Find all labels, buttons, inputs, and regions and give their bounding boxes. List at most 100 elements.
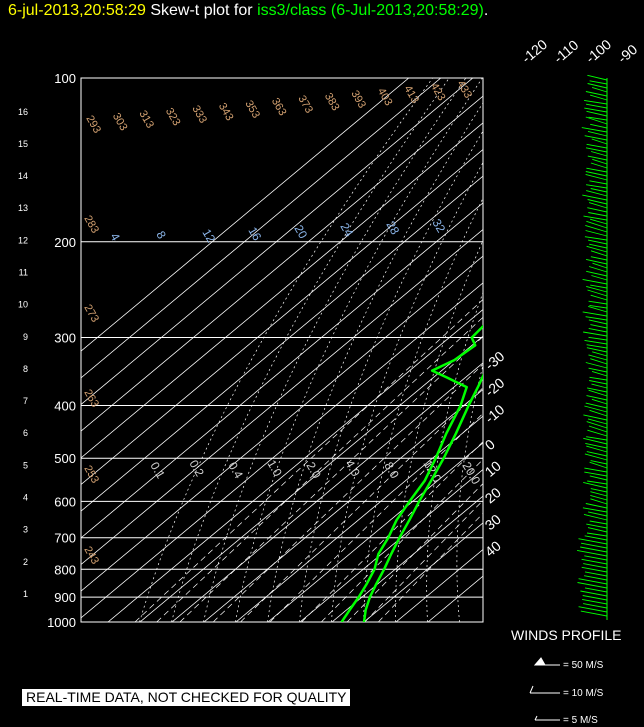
dry-adiabat-label: 413 <box>401 84 421 106</box>
wind-barb <box>589 80 608 85</box>
wind-barb <box>589 180 608 185</box>
wind-barb <box>587 130 608 137</box>
wind-barb <box>592 262 608 269</box>
title-station-time: (6-Jul-2013,20:58:29) <box>330 2 484 19</box>
wind-barb <box>585 442 608 449</box>
dry-adiabat-label: 323 <box>163 106 183 128</box>
wind-barb <box>582 595 608 601</box>
isotherm-line <box>81 202 483 539</box>
plot-frame <box>80 77 484 623</box>
isotherm-label-right: -30 <box>482 348 508 373</box>
wind-barb <box>592 351 608 357</box>
wind-barb <box>587 429 608 437</box>
dry-adiabat-label: 293 <box>83 114 103 136</box>
wind-barb <box>584 575 608 581</box>
wind-barb <box>584 236 608 241</box>
dry-adiabat-label: 343 <box>216 101 236 123</box>
title-station: iss3/class <box>257 2 327 19</box>
wind-barb <box>587 418 608 425</box>
wind-barb <box>587 480 608 485</box>
dry-adiabat-label: 403 <box>375 86 395 108</box>
dry-adiabat-label: 433 <box>454 79 474 101</box>
dry-adiabat-label: 283 <box>81 214 101 236</box>
isobar-label: 100 <box>54 71 76 86</box>
wind-barb <box>589 475 608 481</box>
height-label: 1 <box>23 589 28 599</box>
mixing-ratio-label: 1.0 <box>264 458 285 480</box>
isotherm-line <box>81 122 483 459</box>
isotherm-line <box>235 415 483 622</box>
isotherm-line <box>203 388 483 622</box>
dry-adiabat-line <box>456 363 483 622</box>
wind-barb <box>582 311 608 317</box>
wind-barb <box>587 83 608 89</box>
wind-barb <box>588 354 608 361</box>
wind-barb <box>583 437 608 445</box>
mixing-ratio-label: 20.0 <box>459 460 483 488</box>
wind-barb <box>586 190 608 197</box>
legend-label-10: = 10 M/S <box>563 688 604 699</box>
height-label: 8 <box>23 364 28 374</box>
wind-barb <box>590 162 608 169</box>
dry-adiabat-line <box>515 78 632 622</box>
height-label: 10 <box>18 300 28 310</box>
wind-barb <box>583 481 608 489</box>
height-label: 5 <box>23 460 28 470</box>
wind-barb <box>587 207 608 213</box>
wind-barb <box>590 491 608 497</box>
wind-barb <box>592 158 608 165</box>
wind-barb <box>590 294 608 301</box>
wind-barb <box>588 336 608 341</box>
wind-barb <box>581 558 608 565</box>
dry-adiabats <box>139 78 632 622</box>
mixing-ratio-label: 4.0 <box>342 458 363 480</box>
wind-barb <box>587 527 608 533</box>
dry-adiabat-line <box>267 102 483 622</box>
isotherm-label-top: -90 <box>614 41 640 66</box>
wind-barb <box>590 358 608 365</box>
wind-barb <box>586 258 608 265</box>
isotherm-line <box>81 282 483 619</box>
wind-barb <box>590 498 608 505</box>
wind-barb <box>584 535 608 541</box>
wind-barb <box>585 91 608 97</box>
legend-barb-5 <box>534 715 560 721</box>
isotherm-line <box>81 148 483 486</box>
wind-barb <box>586 110 608 117</box>
chart-title: 6-jul-2013,20:58:29 Skew-t plot for iss3… <box>8 2 488 20</box>
wind-barb <box>588 300 608 305</box>
isotherm-line <box>81 78 410 352</box>
wind-barb <box>583 331 608 337</box>
mixing-ratio-label: 32 <box>429 217 448 236</box>
wind-barb <box>588 425 608 433</box>
wind-barb <box>585 230 608 237</box>
dry-adiabat-label: 303 <box>110 111 130 133</box>
wind-barb <box>586 270 608 277</box>
height-label: 12 <box>18 235 28 245</box>
wind-barb <box>581 127 608 133</box>
wind-barb <box>588 202 608 209</box>
dry-adiabat-line <box>426 291 483 622</box>
isobar-label: 200 <box>54 235 76 250</box>
mixing-ratio-line <box>134 299 483 622</box>
wind-barb <box>587 289 608 297</box>
isotherm-line <box>171 362 483 622</box>
dry-adiabat-label: 363 <box>269 96 289 118</box>
wind-barb <box>585 116 608 125</box>
isotherm-line <box>427 575 483 622</box>
wind-barb <box>584 555 608 561</box>
mixing-ratio-label: 0.1 <box>147 460 168 482</box>
height-label: 11 <box>19 268 28 278</box>
isobar-label: 400 <box>54 399 76 414</box>
wind-barb <box>588 367 608 373</box>
wind-barb <box>590 256 608 261</box>
wind-barb <box>577 549 608 557</box>
mixing-ratio-labels: 4 8 12 16 20 24 28 320.1 0.2 0.4 1.0 2.0 4.0 8.0 12.0 2… <box>107 217 483 488</box>
wind-barb <box>583 563 608 569</box>
wind-barb <box>585 503 608 509</box>
wind-barb <box>590 284 608 289</box>
height-label: 14 <box>18 171 28 181</box>
wind-barb <box>580 546 608 553</box>
